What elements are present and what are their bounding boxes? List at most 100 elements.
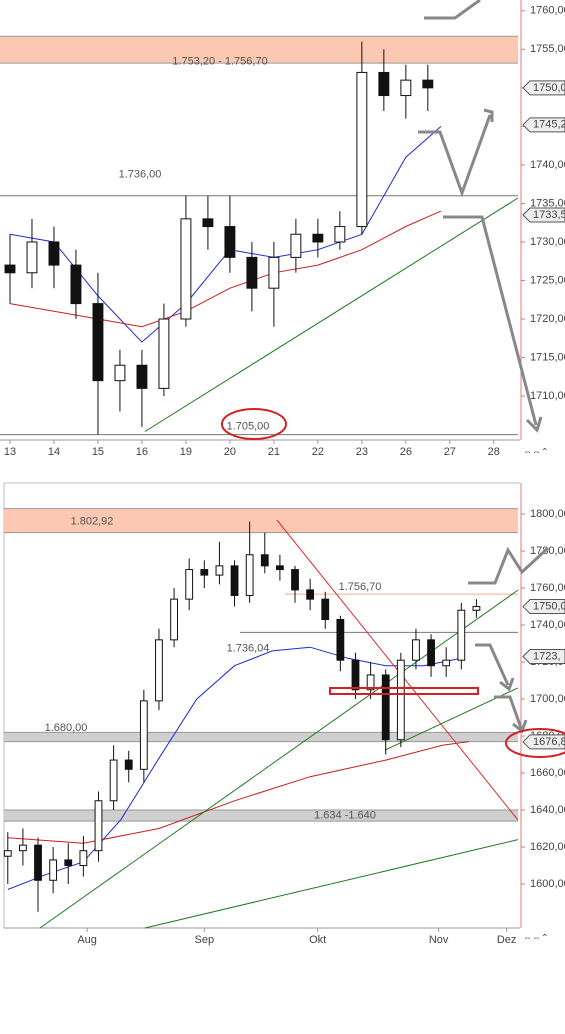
x-tick-label: 23 [356, 446, 368, 458]
level-label: 1.736,04 [227, 642, 270, 654]
price-tag-label: 1750,0 [533, 600, 565, 612]
candle-body [334, 226, 346, 243]
y-tick-label: 1755,00 [530, 43, 565, 55]
arrow-head [525, 416, 543, 433]
candle-body [70, 264, 82, 305]
candle-body [427, 639, 435, 667]
level-label: 1.756,70 [339, 581, 382, 593]
candle-body [230, 565, 239, 596]
y-tick-label: 1640,00 [530, 804, 565, 816]
nav-icons[interactable]: ⇔⇔⌃ [523, 932, 549, 942]
candle-body [291, 569, 299, 591]
candle-body [158, 318, 170, 389]
candle-body [155, 639, 163, 702]
price-tag [522, 734, 565, 750]
price-tag-label: 1733,5 [533, 209, 565, 221]
candle-body [26, 241, 38, 274]
arrow-head [499, 677, 515, 692]
line-series [9, 210, 442, 328]
zone-band [0, 36, 518, 64]
zone-band [4, 732, 518, 742]
x-tick-label: 14 [48, 446, 60, 458]
price-tag [522, 648, 565, 664]
chart-0: 1.753,20 - 1.756,70 1.736,00 1.705,00 1760,… [0, 5, 565, 458]
highlight-zone [329, 687, 479, 695]
line-series [144, 839, 519, 929]
candle-body [18, 844, 27, 852]
candle-body [139, 700, 148, 770]
candle-body [64, 859, 73, 866]
candle-body [260, 554, 269, 567]
candle-body [114, 364, 126, 382]
line-series [144, 197, 519, 432]
candle-body [109, 759, 118, 802]
zone-label: 1.753,20 - 1.756,70 [172, 56, 267, 68]
x-tick-label: 22 [312, 446, 324, 458]
arrow [443, 215, 538, 426]
candle-body [245, 554, 254, 596]
y-tick-label: 1740,00 [530, 619, 565, 631]
nav-icons[interactable]: ⇔⇔⌃ [523, 446, 549, 456]
price-tag-label: 1750,0 [533, 82, 565, 94]
candle-body [396, 659, 405, 741]
candle-body [321, 598, 330, 620]
candle-body [94, 800, 103, 852]
candle-body [48, 241, 60, 266]
y-tick-label: 1720,00 [530, 313, 565, 325]
candle-body [268, 256, 280, 289]
candle-body [92, 303, 104, 382]
y-tick-label: 1735,00 [530, 197, 565, 209]
price-tag-label: 1745,2 [533, 119, 565, 131]
x-tick-label: 16 [136, 446, 148, 458]
candle-body [400, 79, 412, 97]
y-tick-label: 1730,00 [530, 236, 565, 248]
x-tick-label: Okt [309, 934, 326, 946]
candle-body [4, 264, 16, 274]
candle-body [312, 233, 324, 243]
price-tag-label: 1723, [533, 650, 561, 662]
y-tick-label: 1760,00 [530, 582, 565, 594]
zone-band [4, 508, 518, 533]
candle-body [275, 565, 284, 571]
price-tag [522, 207, 565, 223]
arrow [468, 546, 550, 585]
candle-body [49, 859, 58, 881]
level-label: 1.736,00 [119, 169, 162, 181]
y-tick-label: 1760,00 [530, 5, 565, 17]
candle-body [136, 364, 148, 389]
highlight-ellipse [221, 408, 287, 440]
x-tick-label: 20 [224, 446, 236, 458]
x-tick-label: 27 [444, 446, 456, 458]
y-tick-label: 1700,00 [530, 693, 565, 705]
candle-body [457, 609, 466, 661]
arrow [418, 114, 492, 198]
highlight-ellipse [505, 728, 565, 758]
y-tick-label: 1710,00 [530, 390, 565, 402]
y-tick-label: 1715,00 [530, 351, 565, 363]
arrow [475, 643, 510, 686]
zone-band [4, 809, 518, 822]
x-tick-label: Dez [497, 934, 517, 946]
arrow-head [483, 108, 494, 122]
y-tick-label: 1725,00 [530, 274, 565, 286]
zone-label: 1.680,00 [45, 722, 88, 734]
x-tick-label: 21 [268, 446, 280, 458]
price-tag [522, 80, 565, 96]
candle-body [79, 850, 88, 866]
price-tag [522, 599, 565, 615]
candle-body [381, 674, 390, 741]
level-label: 1.705,00 [227, 421, 270, 433]
candle-body [336, 618, 345, 661]
candle-body [378, 71, 390, 97]
x-tick-label: 28 [488, 446, 500, 458]
chart-1: 1.802,92 1.680,00 1.634 -1.640 1.756,70 1.73… [3, 508, 565, 946]
candle-body [356, 71, 368, 228]
candle-body [202, 218, 214, 228]
candle-body [224, 226, 236, 258]
candle-body [422, 79, 434, 89]
x-tick-label: Nov [429, 934, 449, 946]
x-tick-label: 13 [4, 446, 16, 458]
candle-body [472, 606, 481, 611]
y-tick-label: 1660,00 [530, 767, 565, 779]
